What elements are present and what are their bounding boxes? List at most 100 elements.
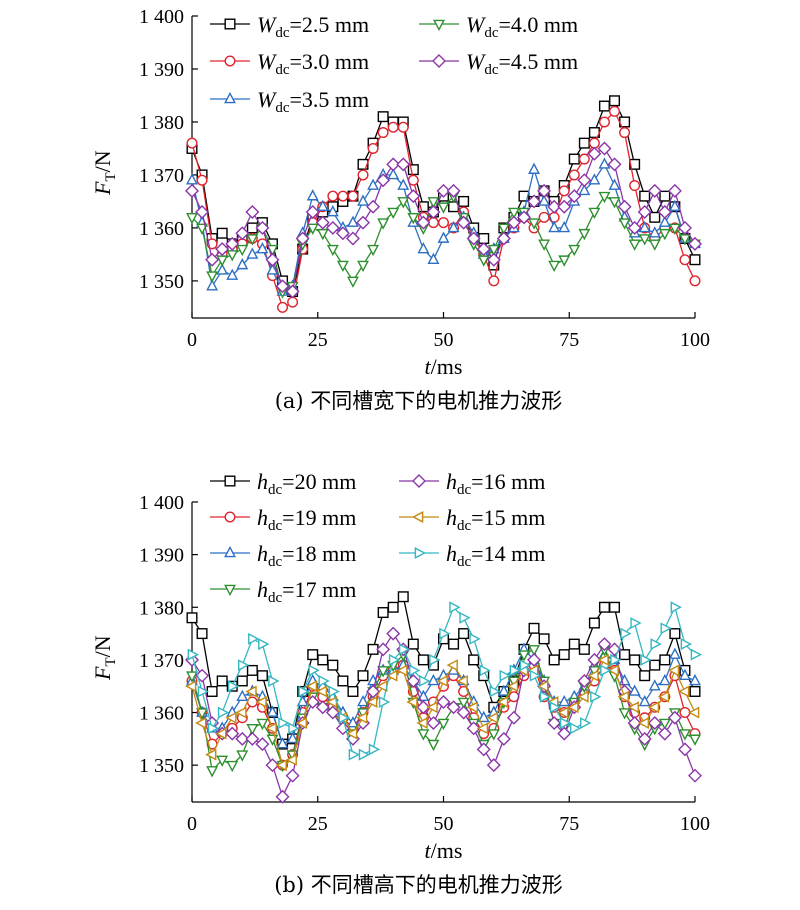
data-point xyxy=(205,252,220,267)
data-point xyxy=(627,701,639,714)
data-point xyxy=(266,705,279,717)
data-point xyxy=(456,674,468,687)
data-point xyxy=(197,685,210,698)
data-point xyxy=(687,706,700,719)
data-point xyxy=(677,742,692,757)
legend-label: hdc=16 mm xyxy=(446,469,545,498)
data-point xyxy=(256,242,269,254)
data-point xyxy=(255,220,270,235)
data-point xyxy=(446,659,458,672)
data-point xyxy=(667,183,682,198)
data-point xyxy=(225,236,240,251)
data-point xyxy=(689,685,701,697)
data-point xyxy=(184,680,197,693)
data-point xyxy=(245,685,257,698)
data-point xyxy=(426,716,441,731)
data-point xyxy=(348,748,360,761)
data-point xyxy=(618,218,631,230)
data-point xyxy=(650,638,662,651)
data-point xyxy=(357,260,369,273)
legend-entry: Wdc=2.5 mm xyxy=(210,12,369,41)
data-point xyxy=(578,183,591,196)
series-5 xyxy=(185,141,702,299)
data-point xyxy=(306,189,319,201)
data-point xyxy=(345,231,360,246)
data-point xyxy=(678,234,691,246)
y-tick-label: 1 380 xyxy=(139,597,184,619)
data-point xyxy=(286,731,299,744)
data-point xyxy=(316,228,329,241)
data-point xyxy=(305,205,320,220)
data-point xyxy=(486,758,501,773)
data-point xyxy=(285,284,300,299)
data-point xyxy=(367,244,380,257)
data-point xyxy=(609,95,621,107)
data-point xyxy=(396,157,411,172)
data-point xyxy=(459,611,471,624)
data-point xyxy=(457,697,470,710)
data-point xyxy=(607,664,619,677)
data-point xyxy=(648,226,661,238)
data-point xyxy=(236,257,249,270)
data-point xyxy=(657,726,672,741)
data-point xyxy=(629,158,641,170)
data-point xyxy=(598,601,610,613)
y-tick-label: 1 350 xyxy=(139,755,184,777)
data-point xyxy=(215,727,227,740)
data-point xyxy=(387,121,399,133)
data-point xyxy=(640,653,652,666)
data-point xyxy=(587,652,602,667)
data-point xyxy=(446,700,461,715)
data-point xyxy=(226,250,239,262)
data-point xyxy=(186,173,198,185)
data-point xyxy=(488,275,500,287)
data-point xyxy=(569,722,582,735)
data-point xyxy=(237,659,250,672)
data-point xyxy=(497,684,510,696)
data-point xyxy=(667,710,682,725)
data-point xyxy=(638,220,651,233)
data-point xyxy=(528,162,540,174)
data-point xyxy=(590,690,602,703)
data-point xyxy=(578,137,590,149)
data-point xyxy=(619,649,631,661)
data-point xyxy=(638,234,651,246)
data-point xyxy=(677,685,690,698)
data-point xyxy=(268,674,280,687)
y-tick-label: 1 370 xyxy=(139,650,184,672)
data-point xyxy=(496,731,511,746)
data-point xyxy=(658,215,671,227)
data-point xyxy=(427,197,440,209)
legend-label: Wdc=2.5 mm xyxy=(257,12,369,41)
data-point xyxy=(206,279,219,291)
data-point xyxy=(649,659,661,671)
data-point xyxy=(639,190,651,202)
data-point xyxy=(558,694,571,707)
data-point xyxy=(547,716,562,731)
data-point xyxy=(437,202,450,214)
data-point xyxy=(347,190,359,202)
data-point xyxy=(248,632,260,645)
data-point xyxy=(668,199,681,212)
series-5 xyxy=(185,626,702,804)
data-point xyxy=(568,244,581,257)
data-point xyxy=(597,653,609,666)
data-point xyxy=(377,607,389,619)
y-tick-label: 1 370 xyxy=(139,165,184,187)
data-point xyxy=(678,729,691,741)
data-point xyxy=(578,643,590,655)
data-point xyxy=(308,664,320,677)
data-point xyxy=(187,648,200,661)
data-point xyxy=(216,255,229,267)
x-tick-label: 0 xyxy=(187,813,197,835)
data-point xyxy=(356,215,371,230)
data-point xyxy=(196,174,208,186)
data-point xyxy=(548,220,561,233)
data-point xyxy=(668,223,681,235)
data-point xyxy=(225,711,237,724)
data-point xyxy=(366,684,381,699)
legend-label: hdc=20 mm xyxy=(257,469,356,498)
panel-caption: (a) 不同槽宽下的电机推力波形 xyxy=(275,389,563,413)
data-point xyxy=(227,680,240,693)
